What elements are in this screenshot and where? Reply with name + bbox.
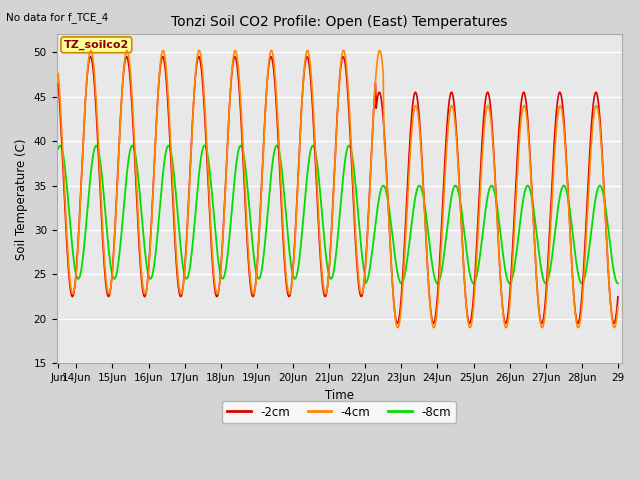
Y-axis label: Soil Temperature (C): Soil Temperature (C) (15, 138, 28, 260)
Text: No data for f_TCE_4: No data for f_TCE_4 (6, 12, 109, 23)
Title: Tonzi Soil CO2 Profile: Open (East) Temperatures: Tonzi Soil CO2 Profile: Open (East) Temp… (171, 15, 508, 29)
X-axis label: Time: Time (324, 389, 353, 402)
Text: TZ_soilco2: TZ_soilco2 (64, 40, 129, 50)
Legend: -2cm, -4cm, -8cm: -2cm, -4cm, -8cm (223, 401, 456, 423)
